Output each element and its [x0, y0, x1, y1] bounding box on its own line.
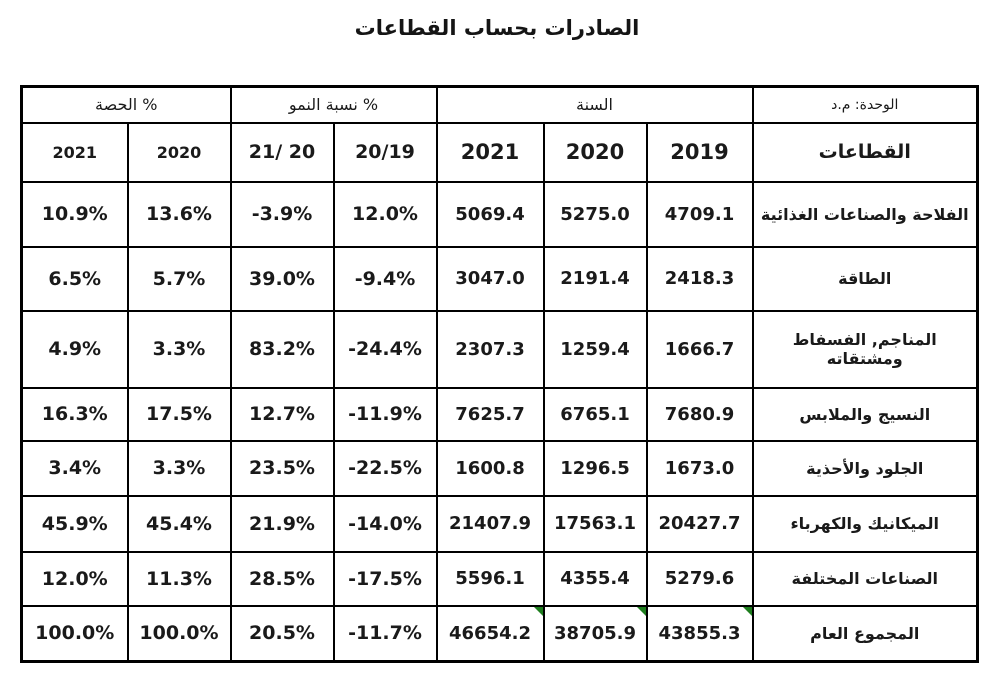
cell-2020: 5275.0: [542, 180, 648, 248]
group-header-row: الحصة % نسبة النمو % السنة الوحدة: م.د: [20, 85, 979, 124]
cell-growth-20-19: -14.0%: [332, 494, 438, 553]
cell-share-2020: 45.4%: [126, 494, 232, 553]
table-row-leather: 3.4% 3.3% 23.5% -22.5% 1600.8 1296.5 167…: [20, 439, 979, 497]
share-2021-header: 2021: [20, 121, 129, 183]
cell-2019-with-flag: 43855.3: [645, 604, 754, 663]
cell-2021: 5596.1: [435, 550, 545, 607]
growth-21-20-header: 21/ 20: [229, 121, 335, 183]
cell-2019: 1673.0: [645, 439, 754, 497]
share-group-header: الحصة %: [20, 85, 232, 124]
cell-2019: 5279.6: [645, 550, 754, 607]
cell-growth-21-20: 20.5%: [229, 604, 335, 663]
cell-2021: 5069.4: [435, 180, 545, 248]
sector-name: الجلود والأحذية: [751, 439, 979, 497]
column-header-row: 2021 2020 21/ 20 20/19 2021 2020 2019 ال…: [20, 121, 979, 183]
year-2021-header: 2021: [435, 121, 545, 183]
cell-share-2021: 6.5%: [20, 245, 129, 312]
year-2020-header: 2020: [542, 121, 648, 183]
cell-2021: 1600.8: [435, 439, 545, 497]
cell-share-2020: 11.3%: [126, 550, 232, 607]
sector-name: المناجم, الفسفاط ومشتقاته: [751, 309, 979, 389]
cell-share-2020: 3.3%: [126, 309, 232, 389]
table-row-energy: 6.5% 5.7% 39.0% -9.4% 3047.0 2191.4 2418…: [20, 245, 979, 312]
table-row-various-industries: 12.0% 11.3% 28.5% -17.5% 5596.1 4355.4 5…: [20, 550, 979, 607]
cell-2020: 17563.1: [542, 494, 648, 553]
cell-growth-21-20: 23.5%: [229, 439, 335, 497]
cell-share-2020: 13.6%: [126, 180, 232, 248]
cell-2019: 20427.7: [645, 494, 754, 553]
cell-share-2020: 17.5%: [126, 386, 232, 442]
cell-growth-20-19: -11.9%: [332, 386, 438, 442]
cell-2019: 1666.7: [645, 309, 754, 389]
cell-growth-20-19: -24.4%: [332, 309, 438, 389]
cell-growth-20-19: -17.5%: [332, 550, 438, 607]
unit-label: الوحدة: م.د: [751, 85, 979, 124]
cell-2020: 1296.5: [542, 439, 648, 497]
cell-share-2020: 100.0%: [126, 604, 232, 663]
cell-growth-21-20: 39.0%: [229, 245, 335, 312]
cell-2021: 7625.7: [435, 386, 545, 442]
year-2019-header: 2019: [645, 121, 754, 183]
cell-share-2020: 3.3%: [126, 439, 232, 497]
sector-name: الميكانيك والكهرباء: [751, 494, 979, 553]
cell-growth-20-19: -11.7%: [332, 604, 438, 663]
cell-2019: 7680.9: [645, 386, 754, 442]
table-row-mechanics-electricity: 45.9% 45.4% 21.9% -14.0% 21407.9 17563.1…: [20, 494, 979, 553]
share-2020-header: 2020: [126, 121, 232, 183]
cell-2021-with-flag: 46654.2: [435, 604, 545, 663]
cell-2021: 2307.3: [435, 309, 545, 389]
cell-share-2021: 12.0%: [20, 550, 129, 607]
cell-share-2020: 5.7%: [126, 245, 232, 312]
table-row-mines-phosphate: 4.9% 3.3% 83.2% -24.4% 2307.3 1259.4 166…: [20, 309, 979, 389]
year-group-header: السنة: [435, 85, 754, 124]
growth-20-19-header: 20/19: [332, 121, 438, 183]
growth-group-header: نسبة النمو %: [229, 85, 438, 124]
cell-growth-21-20: -3.9%: [229, 180, 335, 248]
cell-growth-20-19: -22.5%: [332, 439, 438, 497]
cell-share-2021: 4.9%: [20, 309, 129, 389]
cell-2020: 2191.4: [542, 245, 648, 312]
sector-name: المجموع العام: [751, 604, 979, 663]
exports-by-sector-table: الحصة % نسبة النمو % السنة الوحدة: م.د 2…: [20, 85, 979, 663]
cell-2019: 2418.3: [645, 245, 754, 312]
cell-2020: 6765.1: [542, 386, 648, 442]
cell-2019: 4709.1: [645, 180, 754, 248]
cell-growth-21-20: 28.5%: [229, 550, 335, 607]
cell-share-2021: 3.4%: [20, 439, 129, 497]
cell-2020: 4355.4: [542, 550, 648, 607]
sector-name: الطاقة: [751, 245, 979, 312]
sector-name: الفلاحة والصناعات الغذائية: [751, 180, 979, 248]
cell-growth-20-19: -9.4%: [332, 245, 438, 312]
sector-name: النسيج والملابس: [751, 386, 979, 442]
cell-share-2021: 100.0%: [20, 604, 129, 663]
table-row-grand-total: 100.0% 100.0% 20.5% -11.7% 46654.2 38705…: [20, 604, 979, 663]
sectors-column-header: القطاعات: [751, 121, 979, 183]
cell-growth-21-20: 21.9%: [229, 494, 335, 553]
cell-2021: 21407.9: [435, 494, 545, 553]
sector-name: الصناعات المختلفة: [751, 550, 979, 607]
cell-growth-21-20: 12.7%: [229, 386, 335, 442]
cell-2020-with-flag: 38705.9: [542, 604, 648, 663]
page-title: الصادرات بحساب القطاعات: [354, 16, 640, 40]
table-row-agriculture: 10.9% 13.6% -3.9% 12.0% 5069.4 5275.0 47…: [20, 180, 979, 248]
cell-2020: 1259.4: [542, 309, 648, 389]
cell-share-2021: 45.9%: [20, 494, 129, 553]
cell-share-2021: 10.9%: [20, 180, 129, 248]
cell-growth-21-20: 83.2%: [229, 309, 335, 389]
table-row-textiles: 16.3% 17.5% 12.7% -11.9% 7625.7 6765.1 7…: [20, 386, 979, 442]
cell-2021: 3047.0: [435, 245, 545, 312]
cell-share-2021: 16.3%: [20, 386, 129, 442]
cell-growth-20-19: 12.0%: [332, 180, 438, 248]
